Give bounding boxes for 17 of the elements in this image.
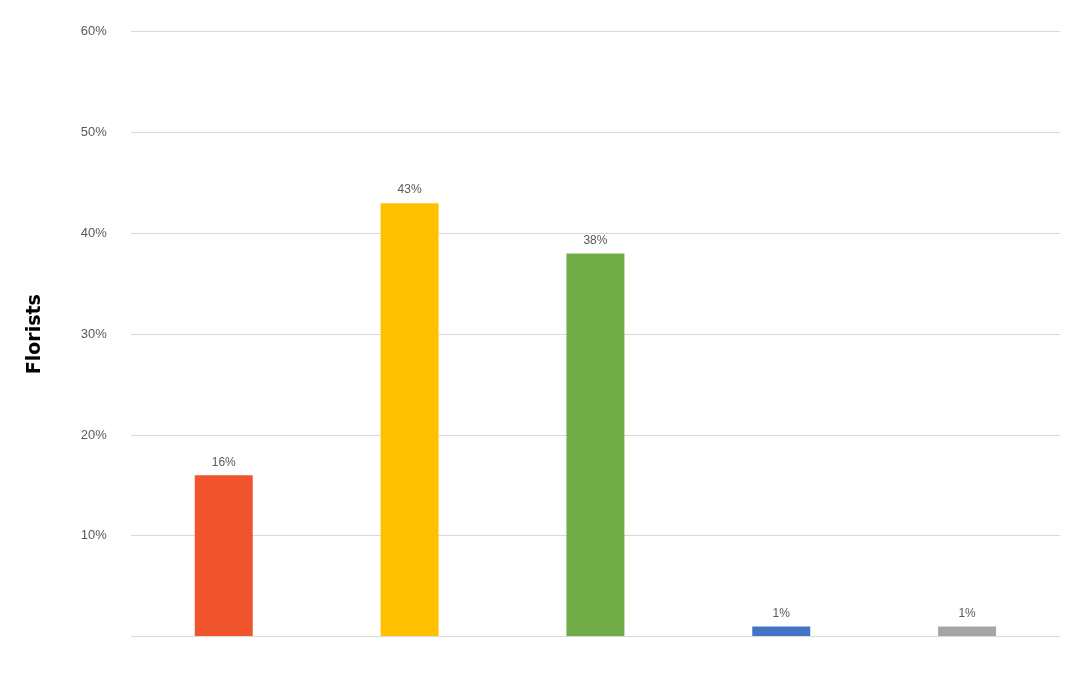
data-label: 43% [397, 182, 422, 197]
bar [194, 475, 253, 637]
y-axis-title: Florists [22, 294, 45, 375]
y-tick-label: 20% [80, 426, 108, 442]
y-tick-label: 40% [80, 224, 108, 240]
bar [566, 253, 625, 637]
y-tick-label: 30% [80, 325, 108, 341]
data-label: 38% [583, 232, 608, 247]
y-tick-label: 60% [80, 23, 108, 39]
y-tick-label: 50% [80, 124, 108, 140]
bar [938, 626, 997, 637]
data-label: 1% [958, 605, 977, 620]
data-label: 16% [211, 454, 237, 469]
y-tick-label: 10% [80, 527, 108, 543]
data-label: 1% [772, 605, 791, 620]
bar [380, 203, 439, 637]
bar [752, 626, 811, 637]
